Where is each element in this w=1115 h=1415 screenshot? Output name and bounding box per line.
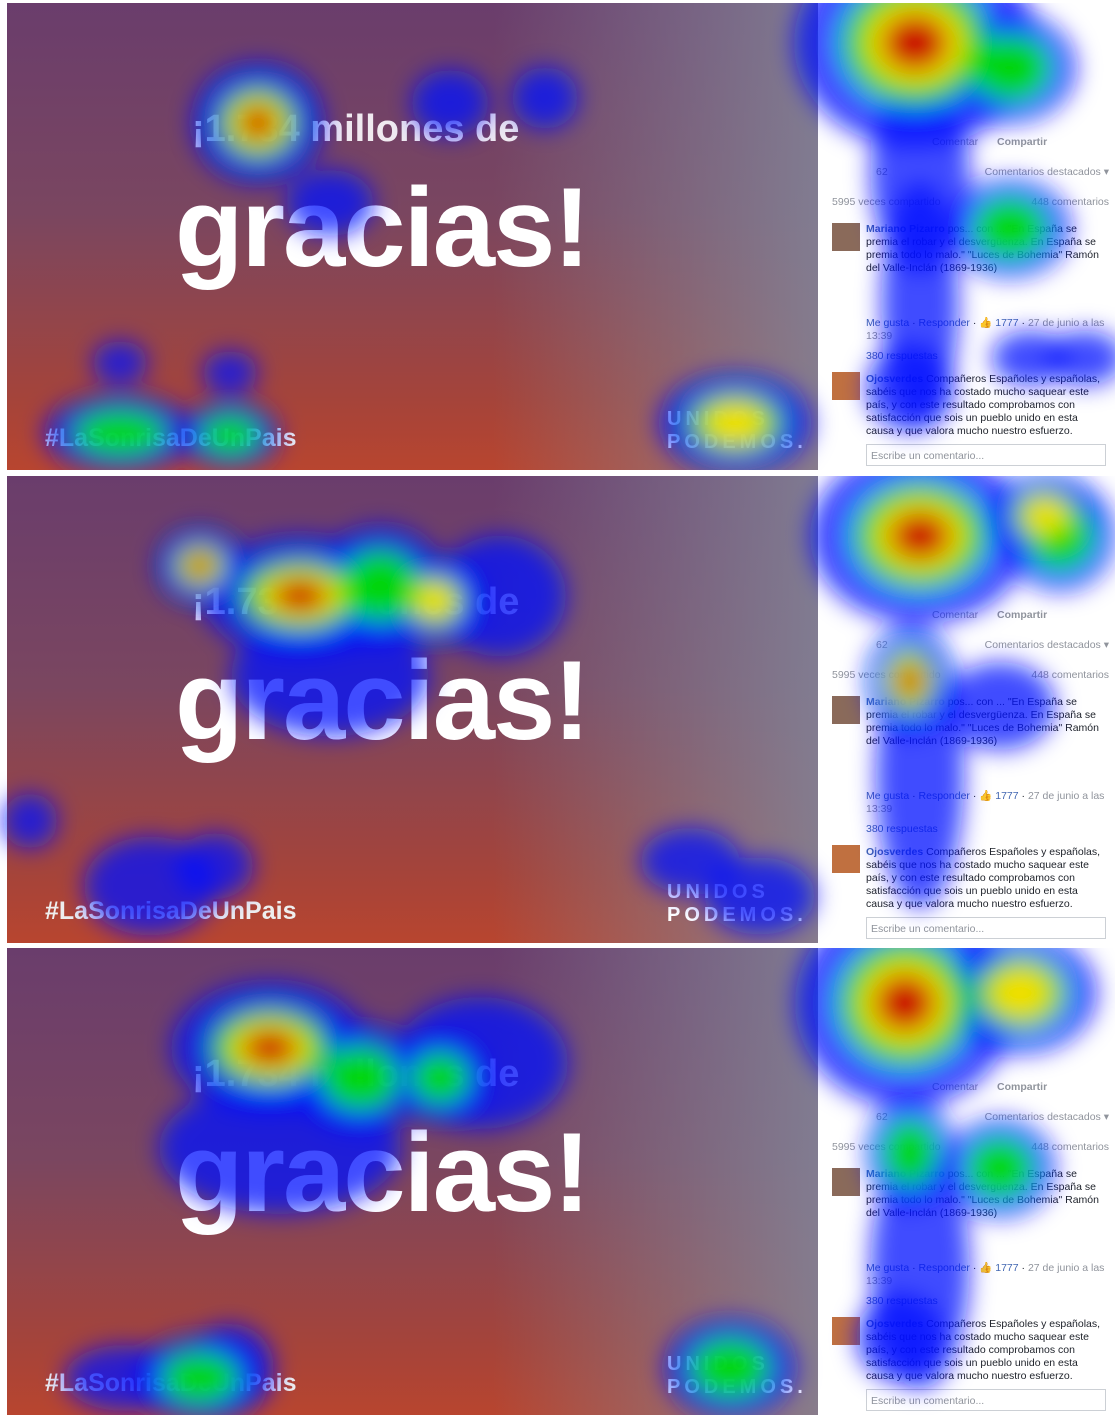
heat-blob [704,403,767,444]
heat-blob [203,351,258,395]
heat-blob [898,666,922,696]
heat-blob [884,1121,936,1186]
heat-blob [3,794,58,849]
heat-blob [273,580,327,613]
heat-blob [866,344,954,432]
heat-blobs [3,476,1115,936]
heat-blob [286,170,374,236]
heat-blobs [43,3,1115,470]
heat-blob [989,968,1052,1018]
heat-blob [1023,498,1068,534]
heat-blob [856,1294,944,1382]
heat-blobs [65,948,1098,1415]
heat-blob [321,1046,399,1111]
heat-blob [705,858,815,935]
heat-blob [945,662,1055,750]
heat-blob [691,1339,769,1398]
heatmap-overlay [0,3,1115,470]
heat-blob [415,583,456,619]
panel: ¡1.734 millones degracias!#LaSonrisaDeUn… [0,476,1115,943]
heat-blob [93,341,148,385]
heat-blob [75,410,166,456]
heat-blob [240,107,276,140]
heatmap-overlay [0,948,1115,1415]
heat-blob [411,1052,470,1104]
panel: ¡1.734 millones degracias!#LaSonrisaDeUn… [0,3,1115,470]
panel: ¡1.734 millones degracias!#LaSonrisaDeUn… [0,948,1115,1415]
heat-blob [188,556,212,577]
heat-blob [412,70,489,136]
heat-blob [512,67,578,129]
heat-blob [875,975,935,1032]
heat-blob [231,616,429,737]
heat-blob [890,512,950,560]
heat-blob [177,833,254,899]
heat-blob [971,36,1049,101]
heat-blob [974,199,1046,258]
heat-blob [968,1139,1033,1198]
heat-blob [992,331,1069,386]
heatmap-overlay [0,476,1115,943]
heat-blob [882,15,948,72]
heat-blob [243,1030,297,1066]
heat-blob [201,416,260,455]
heat-blob [341,550,419,622]
heat-blob [161,1352,239,1404]
